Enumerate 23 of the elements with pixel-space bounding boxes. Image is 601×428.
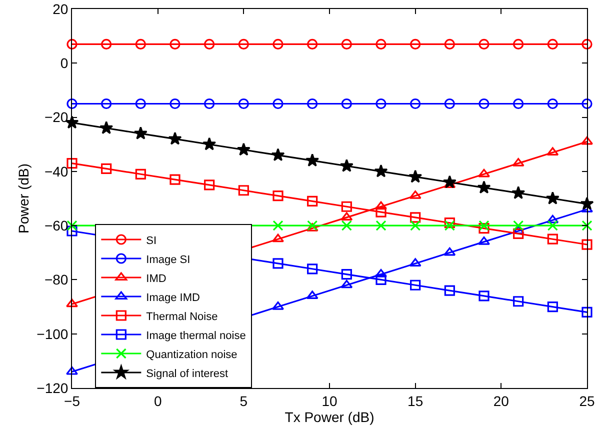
- y-tick-label: −20: [44, 109, 68, 126]
- x-tick-label: 10: [322, 392, 338, 409]
- legend-label: Quantization noise: [146, 348, 238, 361]
- y-tick-label: −40: [44, 163, 68, 180]
- x-tick-label: 5: [240, 392, 248, 409]
- x-tick-label: 15: [408, 392, 424, 409]
- y-tick-label: −60: [44, 217, 68, 234]
- legend-label: Image SI: [146, 254, 190, 266]
- legend-label: Thermal Noise: [146, 310, 218, 323]
- x-tick-label: 0: [154, 392, 162, 409]
- y-tick-label: −80: [44, 272, 68, 288]
- legend-label: Image thermal noise: [146, 330, 246, 342]
- y-axis-title: Power (dB): [15, 163, 32, 234]
- x-tick-label: 20: [493, 392, 510, 409]
- legend-label: Signal of interest: [146, 368, 228, 380]
- y-tick-label: 0: [60, 55, 68, 72]
- legend-label: Image IMD: [146, 292, 200, 304]
- legend-label: IMD: [146, 272, 166, 285]
- legend-label: SI: [146, 234, 157, 247]
- y-tick-label: 20: [52, 0, 68, 17]
- y-tick-label: −100: [36, 326, 68, 342]
- x-tick-label: 25: [579, 392, 595, 409]
- x-axis-title: Tx Power (dB): [284, 408, 374, 425]
